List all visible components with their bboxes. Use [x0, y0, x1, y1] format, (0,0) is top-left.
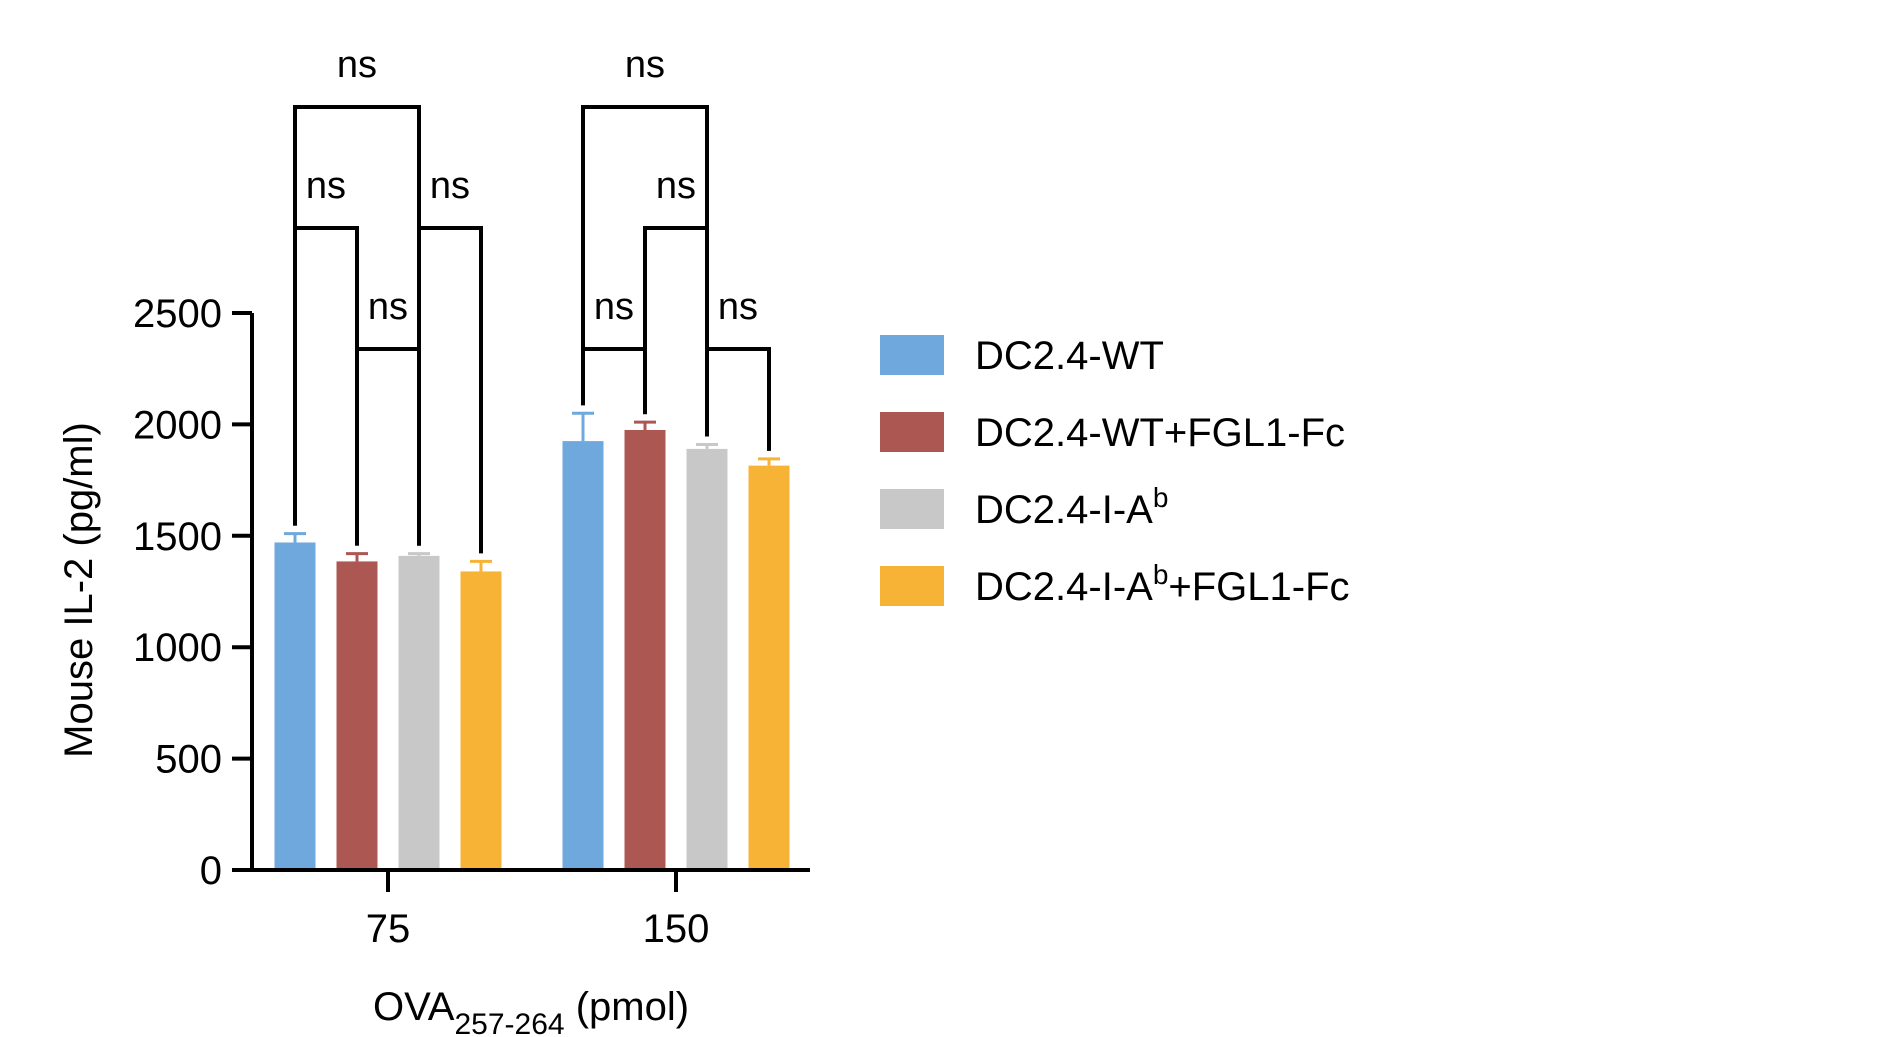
- legend-swatch: [880, 489, 944, 529]
- y-axis-title: Mouse IL-2 (pg/ml): [57, 422, 101, 758]
- significance-bracket: [643, 226, 709, 437]
- bar: [686, 448, 728, 870]
- bar: [274, 542, 316, 870]
- bar: [748, 465, 790, 870]
- legend-label: DC2.4-WT: [975, 334, 1164, 378]
- legend-label-superscript: b: [1153, 559, 1169, 590]
- bar: [562, 441, 604, 870]
- x-axis-title-subscript: 257-264: [454, 1008, 564, 1037]
- significance-bracket: [581, 347, 647, 415]
- significance-label: ns: [625, 44, 665, 86]
- x-tick-label: 75: [366, 907, 411, 951]
- legend-label-superscript: b: [1153, 482, 1169, 513]
- legend: DC2.4-WTDC2.4-WT+FGL1-FcDC2.4-I-AbDC2.4-…: [880, 334, 1350, 609]
- legend-label-text: +FGL1-Fc: [1168, 565, 1349, 609]
- significance-bracket: [705, 347, 771, 451]
- axes: 0 500 1000 1500 2000 2500 75 150 Mouse IL-2 (pg/…: [57, 292, 810, 1037]
- significance-bracket: [355, 347, 421, 546]
- bars: [274, 411, 790, 870]
- bar: [460, 571, 502, 870]
- y-tick-label: 2000: [133, 403, 222, 447]
- bar: [398, 555, 440, 870]
- y-tick-label: 500: [155, 738, 222, 782]
- legend-label-text: DC2.4-WT+FGL1-Fc: [975, 411, 1345, 455]
- legend-swatch: [880, 335, 944, 375]
- x-tick-label: 150: [643, 907, 710, 951]
- significance-bracket: [293, 226, 359, 546]
- legend-label-text: DC2.4-I-A: [975, 488, 1153, 532]
- significance-brackets: ns ns ns ns ns ns ns ns: [293, 44, 771, 554]
- x-axis-title-suffix: (pmol): [565, 985, 689, 1029]
- y-tick-label: 2500: [133, 292, 222, 336]
- legend-label-text: DC2.4-WT: [975, 334, 1164, 378]
- y-tick-label: 0: [200, 849, 222, 893]
- significance-label: ns: [368, 286, 408, 328]
- significance-bracket: [417, 226, 483, 554]
- significance-label: ns: [337, 44, 377, 86]
- bar: [336, 561, 378, 870]
- significance-label: ns: [594, 286, 634, 328]
- significance-label: ns: [718, 286, 758, 328]
- legend-swatch: [880, 566, 944, 606]
- x-axis-title-main: OVA: [373, 985, 455, 1029]
- legend-label: DC2.4-I-Ab+FGL1-Fc: [975, 559, 1350, 609]
- significance-label: ns: [656, 165, 696, 207]
- legend-label: DC2.4-WT+FGL1-Fc: [975, 411, 1345, 455]
- significance-label: ns: [306, 165, 346, 207]
- x-axis-title: OVA257-264 (pmol): [373, 985, 689, 1037]
- bar: [624, 429, 666, 870]
- y-tick-label: 1000: [133, 626, 222, 670]
- legend-label: DC2.4-I-Ab: [975, 482, 1168, 532]
- significance-label: ns: [430, 165, 470, 207]
- legend-swatch: [880, 412, 944, 452]
- legend-label-text: DC2.4-I-A: [975, 565, 1153, 609]
- y-tick-label: 1500: [133, 515, 222, 559]
